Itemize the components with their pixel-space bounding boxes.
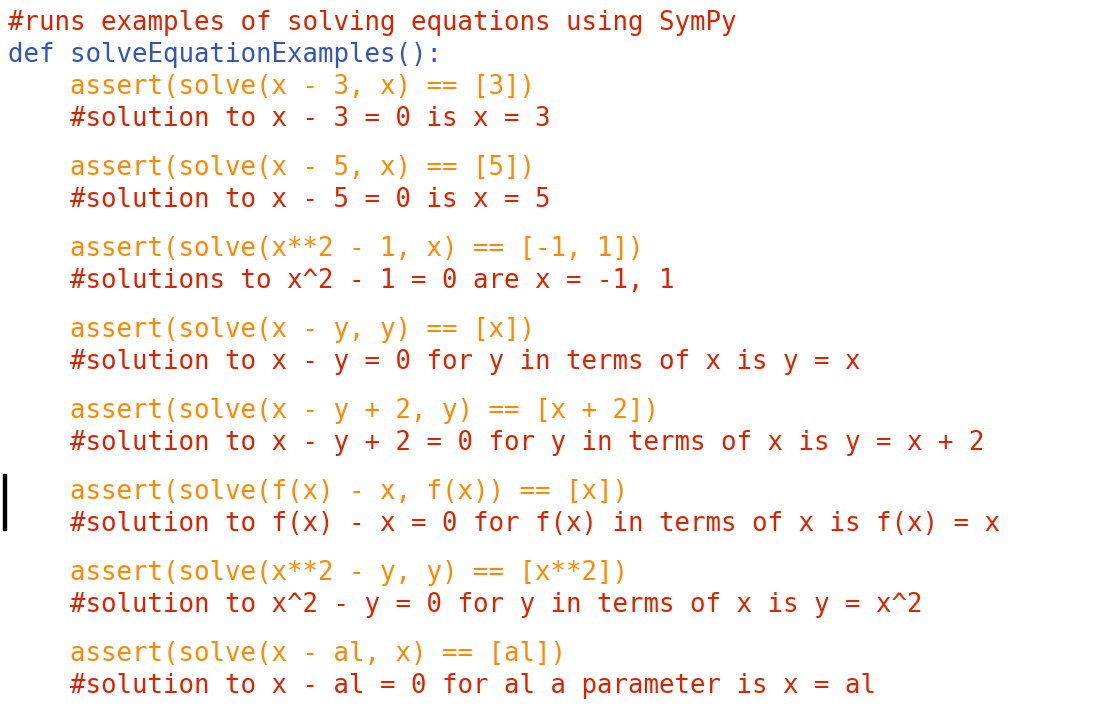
Text: #solution to x^2 - y = 0 for y in terms of x is y = x^2: #solution to x^2 - y = 0 for y in terms … [8, 592, 922, 618]
Text: def solveEquationExamples():: def solveEquationExamples(): [8, 42, 442, 68]
Text: assert(solve(x - y + 2, y) == [x + 2]): assert(solve(x - y + 2, y) == [x + 2]) [8, 398, 659, 424]
Text: assert(solve(x - 5, x) == [5]): assert(solve(x - 5, x) == [5]) [8, 155, 535, 181]
Text: #solution to f(x) - x = 0 for f(x) in terms of x is f(x) = x: #solution to f(x) - x = 0 for f(x) in te… [8, 511, 1000, 537]
Text: #solution to x - y + 2 = 0 for y in terms of x is y = x + 2: #solution to x - y + 2 = 0 for y in term… [8, 430, 985, 456]
Text: #runs examples of solving equations using SymPy: #runs examples of solving equations usin… [8, 10, 737, 36]
Bar [3, 474, 6, 530]
Text: #solution to x - al = 0 for al a parameter is x = al: #solution to x - al = 0 for al a paramet… [8, 673, 876, 699]
Text: assert(solve(x - y, y) == [x]): assert(solve(x - y, y) == [x]) [8, 317, 535, 343]
Text: assert(solve(x - 3, x) == [3]): assert(solve(x - 3, x) == [3]) [8, 74, 535, 100]
Text: assert(solve(f(x) - x, f(x)) == [x]): assert(solve(f(x) - x, f(x)) == [x]) [8, 479, 628, 505]
Text: #solutions to x^2 - 1 = 0 are x = -1, 1: #solutions to x^2 - 1 = 0 are x = -1, 1 [8, 268, 675, 294]
Text: #solution to x - 5 = 0 is x = 5: #solution to x - 5 = 0 is x = 5 [8, 187, 551, 213]
Text: assert(solve(x**2 - 1, x) == [-1, 1]): assert(solve(x**2 - 1, x) == [-1, 1]) [8, 236, 644, 262]
Text: #solution to x - 3 = 0 is x = 3: #solution to x - 3 = 0 is x = 3 [8, 106, 551, 132]
Text: assert(solve(x**2 - y, y) == [x**2]): assert(solve(x**2 - y, y) == [x**2]) [8, 560, 628, 586]
Text: #solution to x - y = 0 for y in terms of x is y = x: #solution to x - y = 0 for y in terms of… [8, 349, 860, 375]
Text: assert(solve(x - al, x) == [al]): assert(solve(x - al, x) == [al]) [8, 641, 566, 667]
